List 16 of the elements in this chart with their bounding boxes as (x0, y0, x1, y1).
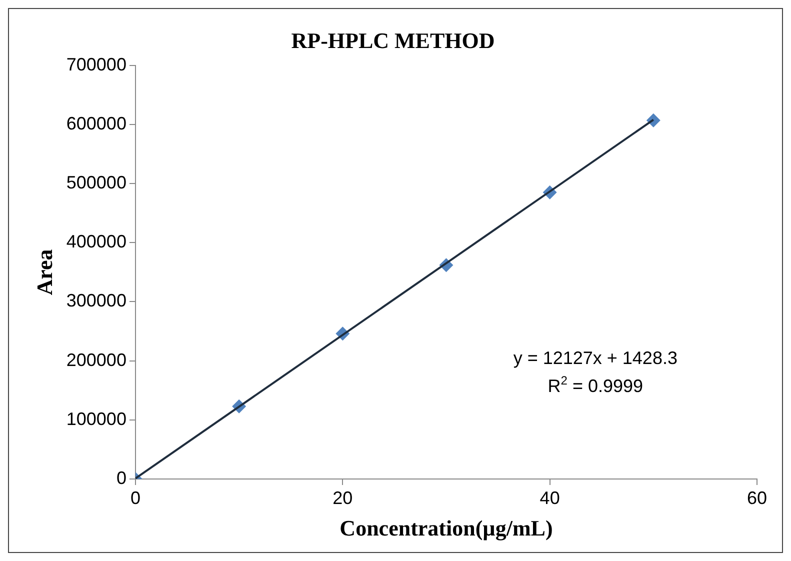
y-tick-label: 400000 (66, 232, 126, 252)
y-tick-label: 600000 (66, 113, 126, 134)
annotation: y = 12127x + 1428.3 (513, 348, 678, 368)
y-axis-title: Area (32, 249, 57, 296)
y-tick-label: 300000 (66, 290, 126, 311)
y-tick-label: 200000 (66, 350, 126, 370)
x-tick-label: 60 (746, 488, 768, 508)
y-tick-label: 100000 (66, 408, 126, 429)
x-tick-label: 0 (130, 488, 140, 508)
x-tick-label: 20 (332, 488, 353, 508)
y-tick-label: 500000 (66, 172, 126, 193)
y-tick-label: 0 (116, 468, 126, 488)
x-axis-title: Concentration(µg/mL) (340, 515, 553, 540)
chart-title: RP-HPLC METHOD (291, 28, 495, 53)
y-tick-label: 700000 (66, 54, 126, 74)
x-tick-label: 40 (540, 488, 560, 508)
